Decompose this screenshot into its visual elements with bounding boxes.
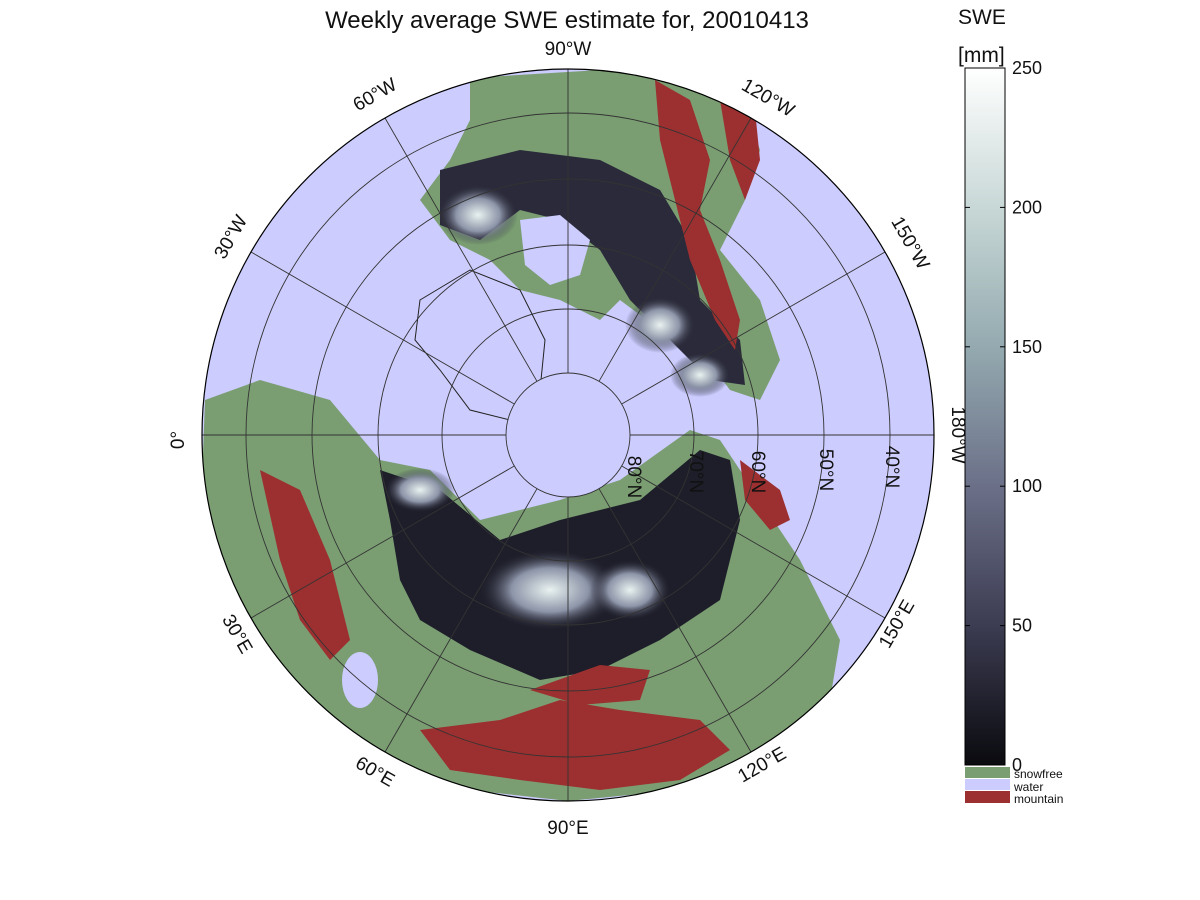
parallel-labels: 80°N 70°N 60°N 50°N 40°N <box>623 446 902 498</box>
asian-mountains <box>420 700 730 790</box>
figure-title: Weekly average SWE estimate for, 2001041… <box>325 7 809 34</box>
meridian-label-90e: 90°E <box>547 818 588 839</box>
legend-swatch-mountain <box>965 791 1010 803</box>
hudson-bay <box>520 215 590 285</box>
snow-peak-quebec <box>438 185 518 245</box>
legend-label-water: water <box>1013 780 1043 794</box>
colorbar-label-line1: SWE <box>958 6 1006 29</box>
east-siberia-mountains <box>740 460 790 530</box>
polar-map <box>202 69 934 801</box>
meridian-label-120w: 120°W <box>738 75 798 122</box>
legend-label-mountain: mountain <box>1014 792 1063 806</box>
colorbar-tick-label: 50 <box>1012 616 1032 636</box>
meridian-label-60e: 60°E <box>352 753 398 792</box>
colorbar-tick-label: 250 <box>1012 58 1042 78</box>
graticule <box>201 68 935 802</box>
parallel-label-60n: 60°N <box>747 451 768 493</box>
legend-label-snowfree: snowfree <box>1014 767 1063 781</box>
colorbar-ticks: 0 50 100 150 200 250 <box>965 58 1042 775</box>
meridian-line <box>621 465 886 619</box>
european-mountains <box>260 470 350 660</box>
coast-mountains <box>720 100 760 200</box>
parallel-label-70n: 70°N <box>685 451 706 493</box>
parallel-label-40n: 40°N <box>881 446 902 488</box>
colorbar-tick-label: 200 <box>1012 197 1042 217</box>
map-border <box>201 68 935 802</box>
central-asia-mountains <box>530 665 650 705</box>
meridian-line <box>250 465 515 619</box>
meridian-line <box>384 488 538 753</box>
colorbar-gradient <box>964 67 1006 766</box>
meridian-line <box>598 117 752 382</box>
colorbar-label-line2: [mm] <box>958 44 1005 67</box>
legend-swatch-water <box>965 779 1010 790</box>
legend-swatch-snowfree <box>965 767 1010 778</box>
snow-peak-canada <box>625 297 695 353</box>
category-legend: snowfree water mountain <box>965 767 1063 806</box>
meridian-label-180w: 180°W <box>947 406 968 463</box>
rocky-mountains <box>655 80 740 350</box>
meridian-label-0: 0° <box>168 431 189 449</box>
snow-peak-siberia-west <box>480 550 620 630</box>
meridian-line <box>384 117 538 382</box>
parallel-label-80n: 80°N <box>623 456 644 498</box>
arctic-ocean <box>506 373 630 497</box>
colorbar-tick-label: 150 <box>1012 337 1042 357</box>
snow-peak-alaska <box>670 353 730 397</box>
snow-peak-siberia-east <box>590 560 670 620</box>
meridian-line <box>621 251 886 405</box>
meridian-label-150w: 150°W <box>886 213 933 273</box>
meridian-label-90w: 90°W <box>545 39 592 60</box>
meridian-label-30w: 30°W <box>210 212 252 263</box>
colorbar-tick-label: 100 <box>1012 476 1042 496</box>
parallel-label-50n: 50°N <box>815 449 836 491</box>
meridian-label-60w: 60°W <box>350 74 401 116</box>
snow-peak-scandinavia <box>385 468 455 512</box>
caspian-sea <box>342 652 378 708</box>
meridian-line <box>598 488 752 753</box>
colorbar-tick-label: 0 <box>1012 755 1022 775</box>
meridians <box>202 69 934 801</box>
colorbar: SWE [mm] 0 50 100 150 200 250 <box>958 6 1042 775</box>
meridian-line <box>250 251 515 405</box>
